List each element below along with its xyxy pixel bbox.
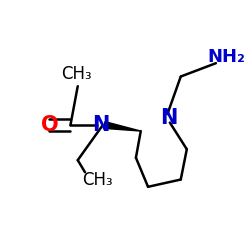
Text: N: N bbox=[92, 115, 110, 135]
Text: NH₂: NH₂ bbox=[208, 48, 246, 66]
Text: O: O bbox=[41, 115, 59, 135]
Polygon shape bbox=[104, 122, 141, 131]
Text: N: N bbox=[160, 108, 177, 128]
Text: CH₃: CH₃ bbox=[61, 65, 92, 83]
Text: CH₃: CH₃ bbox=[82, 170, 112, 188]
